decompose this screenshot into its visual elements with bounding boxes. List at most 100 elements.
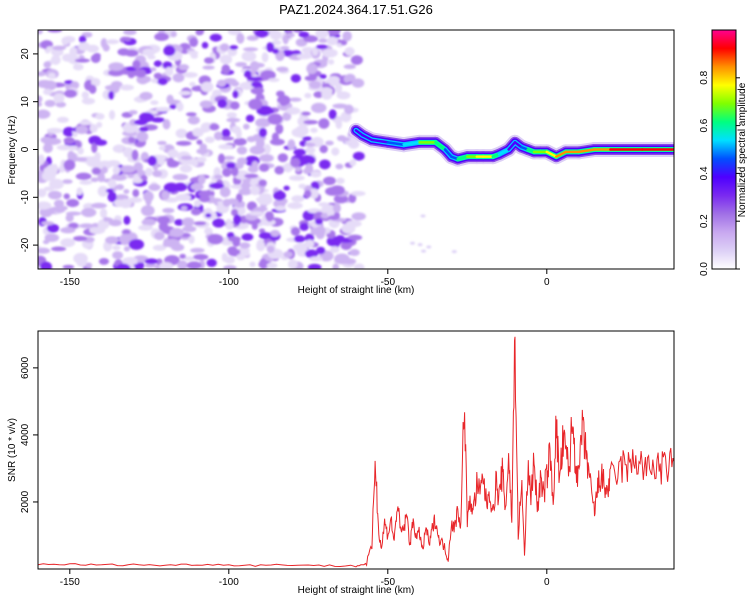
noise-blob (123, 36, 132, 42)
noise-blob (286, 107, 301, 115)
noise-blob (259, 258, 268, 269)
noise-blob (43, 88, 53, 96)
noise-blob (43, 143, 53, 153)
noise-blob (274, 165, 285, 175)
noise-blob (315, 218, 323, 225)
noise-blob (256, 240, 266, 252)
noise-blob (299, 222, 309, 231)
noise-blob (170, 31, 177, 38)
noise-blob (305, 142, 316, 148)
noise-blob (38, 109, 51, 119)
noise-blob (91, 142, 98, 154)
noise-blob (175, 194, 192, 202)
signal-track-segment (545, 150, 558, 158)
noise-blob (221, 136, 234, 141)
noise-blob (196, 148, 209, 155)
noise-blob (97, 185, 109, 197)
noise-blob (189, 37, 199, 48)
noise-blob (231, 166, 239, 177)
noise-blob (63, 159, 76, 171)
noise-blob (304, 75, 317, 82)
noise-blob (291, 127, 306, 138)
noise-blob (132, 59, 141, 69)
noise-blob (108, 62, 125, 71)
noise-blob (298, 31, 310, 38)
noise-blob (180, 155, 193, 160)
noise-blob (258, 228, 266, 234)
noise-blob (199, 195, 211, 203)
noise-blob (202, 65, 215, 70)
noise-blob (102, 44, 110, 52)
noise-blob (333, 194, 348, 204)
noise-blob (127, 173, 134, 178)
noise-blob (75, 125, 89, 135)
noise-blob (260, 70, 276, 81)
noise-blob (108, 219, 122, 227)
noise-blob (213, 131, 223, 141)
noise-blob (172, 173, 189, 181)
noise-blob (319, 159, 331, 170)
noise-blob (176, 102, 184, 112)
noise-blob (351, 78, 365, 88)
noise-blob (229, 45, 239, 50)
noise-blob (275, 123, 284, 135)
noise-blob (271, 40, 282, 46)
noise-blob (152, 244, 167, 251)
noise-blob (197, 174, 206, 185)
noise-blob (332, 263, 340, 269)
noise-blob (236, 146, 248, 155)
noise-blob (334, 82, 343, 94)
noise-blob (307, 263, 322, 269)
noise-blob (150, 100, 159, 105)
signal-track-segment (456, 155, 469, 161)
noise-blob (188, 235, 195, 244)
noise-blob (94, 139, 108, 146)
noise-blob (121, 241, 129, 246)
noise-blob (282, 34, 289, 45)
noise-blob (201, 41, 209, 49)
noise-blob (226, 162, 236, 169)
noise-blob (204, 227, 213, 235)
noise-blob (74, 157, 88, 162)
noise-blob (167, 149, 179, 159)
noise-blob (187, 50, 199, 56)
noise-blob (108, 110, 116, 120)
noise-blob (217, 99, 228, 109)
noise-blob (293, 148, 307, 156)
noise-blob (128, 110, 138, 115)
noise-blob (79, 120, 92, 126)
noise-blob (40, 136, 53, 144)
noise-blob (335, 163, 344, 170)
noise-blob (189, 81, 196, 87)
noise-blob (286, 33, 295, 38)
noise-blob (246, 77, 263, 82)
noise-blob (45, 164, 58, 176)
noise-blob (62, 179, 73, 184)
noise-blob (108, 90, 115, 100)
signal-track-segment (370, 138, 390, 144)
noise-blob (309, 256, 323, 262)
spectrogram-x-axis-label: Height of straight line (km) (298, 285, 415, 296)
noise-blob (153, 72, 163, 80)
noise-blob (169, 227, 184, 238)
noise-blob (311, 102, 327, 113)
noise-blob (267, 113, 283, 125)
noise-blob (198, 190, 212, 198)
noise-blob (62, 264, 75, 269)
noise-blob (157, 216, 171, 225)
noise-blob (119, 84, 135, 91)
noise-blob (56, 144, 71, 151)
noise-blob (193, 221, 207, 226)
noise-blob (186, 261, 202, 269)
noise-blob (283, 251, 293, 258)
noise-blob (241, 233, 254, 241)
noise-blob (213, 167, 221, 178)
spectrogram-x-tick-label: -150 (60, 277, 80, 288)
noise-blob (162, 118, 171, 130)
noise-blob (226, 117, 241, 123)
noise-blob (196, 139, 203, 145)
noise-blob (319, 144, 328, 154)
signal-track-segment (386, 141, 405, 146)
noise-blob (290, 176, 303, 181)
